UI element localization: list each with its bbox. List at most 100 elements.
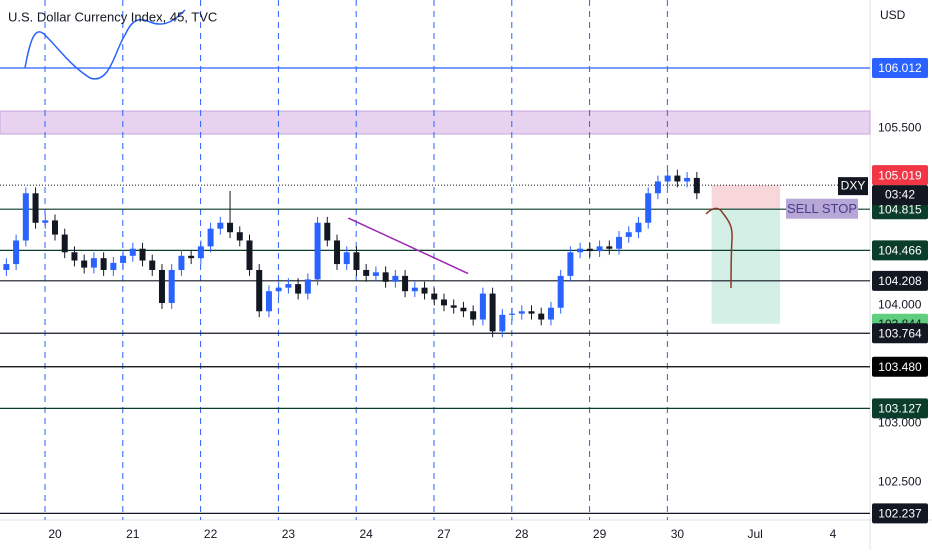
candle-body	[139, 248, 146, 261]
candle-body	[567, 252, 574, 276]
candle-body	[411, 287, 418, 292]
target-box	[711, 208, 781, 324]
candle-body	[275, 287, 282, 292]
price-tag-label: 104.815	[878, 202, 922, 216]
tag-layer: 106.012104.819104.815104.466104.208103.8…	[786, 57, 928, 524]
candle-body	[71, 252, 78, 261]
price-tag-label: 103.480	[878, 360, 922, 374]
candle-body	[382, 272, 389, 282]
symbol-label: DXY	[841, 178, 866, 192]
candle-body	[421, 287, 428, 294]
y-tick-label: 104.000	[878, 298, 922, 312]
candle-body	[547, 307, 554, 320]
price-tag	[872, 323, 928, 344]
candle-body	[13, 240, 20, 265]
candle-body	[32, 193, 39, 223]
candle-body	[363, 269, 370, 276]
price-tag	[872, 57, 928, 78]
candle-body	[479, 293, 486, 320]
candle-body	[577, 248, 584, 253]
candle-body	[100, 258, 107, 270]
candle-body	[42, 220, 49, 223]
candle-body	[538, 313, 545, 320]
candle-body	[353, 252, 360, 270]
candle-body	[402, 275, 409, 292]
price-tag-label: 103.127	[878, 402, 922, 416]
price-tag-label: 106.012	[878, 61, 922, 75]
symbol-tag	[838, 177, 868, 196]
price-tag	[872, 270, 928, 291]
x-tick-label: 20	[48, 527, 62, 541]
candle-body	[246, 240, 253, 270]
x-tick-label: 29	[593, 527, 607, 541]
candle-body	[528, 311, 535, 314]
candle-body	[120, 255, 127, 263]
level-layer	[0, 67, 870, 514]
grid-layer	[44, 0, 668, 520]
candle-body	[470, 311, 477, 320]
stop-box	[711, 185, 781, 209]
projection-curve	[705, 207, 733, 289]
candle-layer	[3, 169, 700, 338]
last-price-tag	[872, 165, 928, 186]
y-tick-label: 102.500	[878, 475, 922, 489]
candle-body	[343, 252, 350, 265]
candle-body	[110, 262, 117, 270]
x-tick-label: 27	[437, 527, 451, 541]
candle-body	[227, 222, 234, 233]
candle-body	[557, 275, 564, 308]
candle-body	[314, 222, 321, 280]
candle-body	[22, 193, 29, 241]
y-tick-label: 103.000	[878, 416, 922, 430]
candle-body	[645, 193, 652, 223]
candle-body	[635, 222, 642, 233]
x-tick-label: 22	[204, 527, 218, 541]
x-tick-label: 28	[515, 527, 529, 541]
candle-body	[61, 234, 68, 253]
candle-body	[129, 248, 136, 256]
price-tag	[872, 356, 928, 377]
candle-body	[149, 260, 156, 270]
x-tick-label: 23	[282, 527, 296, 541]
candle-body	[207, 228, 214, 247]
candle-body	[81, 260, 88, 268]
candle-body	[90, 258, 97, 268]
price-tag	[872, 398, 928, 419]
x-tick-label: 30	[671, 527, 685, 541]
candle-body	[616, 236, 623, 249]
candle-body	[392, 275, 399, 282]
candle-body	[295, 284, 302, 294]
price-tag-label: 102.237	[878, 507, 922, 521]
candle-body	[460, 307, 467, 312]
candle-body	[450, 305, 457, 308]
candle-body	[334, 240, 341, 265]
y-unit: USD	[880, 8, 906, 22]
x-tick-label: 4	[830, 527, 837, 541]
candle-body	[586, 248, 593, 252]
candle-body	[158, 269, 165, 304]
chart-title: U.S. Dollar Currency Index, 45, TVC	[8, 9, 217, 24]
candle-body	[489, 293, 496, 332]
candle-body	[431, 293, 438, 300]
candle-body	[304, 279, 311, 294]
candle-body	[684, 177, 691, 182]
candle-body	[236, 232, 243, 241]
candle-body	[625, 232, 632, 237]
background-layer	[0, 110, 871, 324]
candle-body	[178, 255, 185, 270]
freehand-drawing	[24, 9, 186, 80]
x-tick-label: 21	[126, 527, 140, 541]
candle-body	[664, 175, 671, 182]
price-tag	[872, 503, 928, 524]
candle-body	[440, 299, 447, 306]
price-tag	[872, 240, 928, 261]
candle-body	[197, 246, 204, 259]
y-tick-label: 105.500	[878, 121, 922, 135]
candle-body	[217, 222, 224, 229]
candle-body	[256, 269, 263, 312]
price-tag-label: 103.764	[878, 326, 922, 340]
price-tag-label: 104.208	[878, 274, 922, 288]
